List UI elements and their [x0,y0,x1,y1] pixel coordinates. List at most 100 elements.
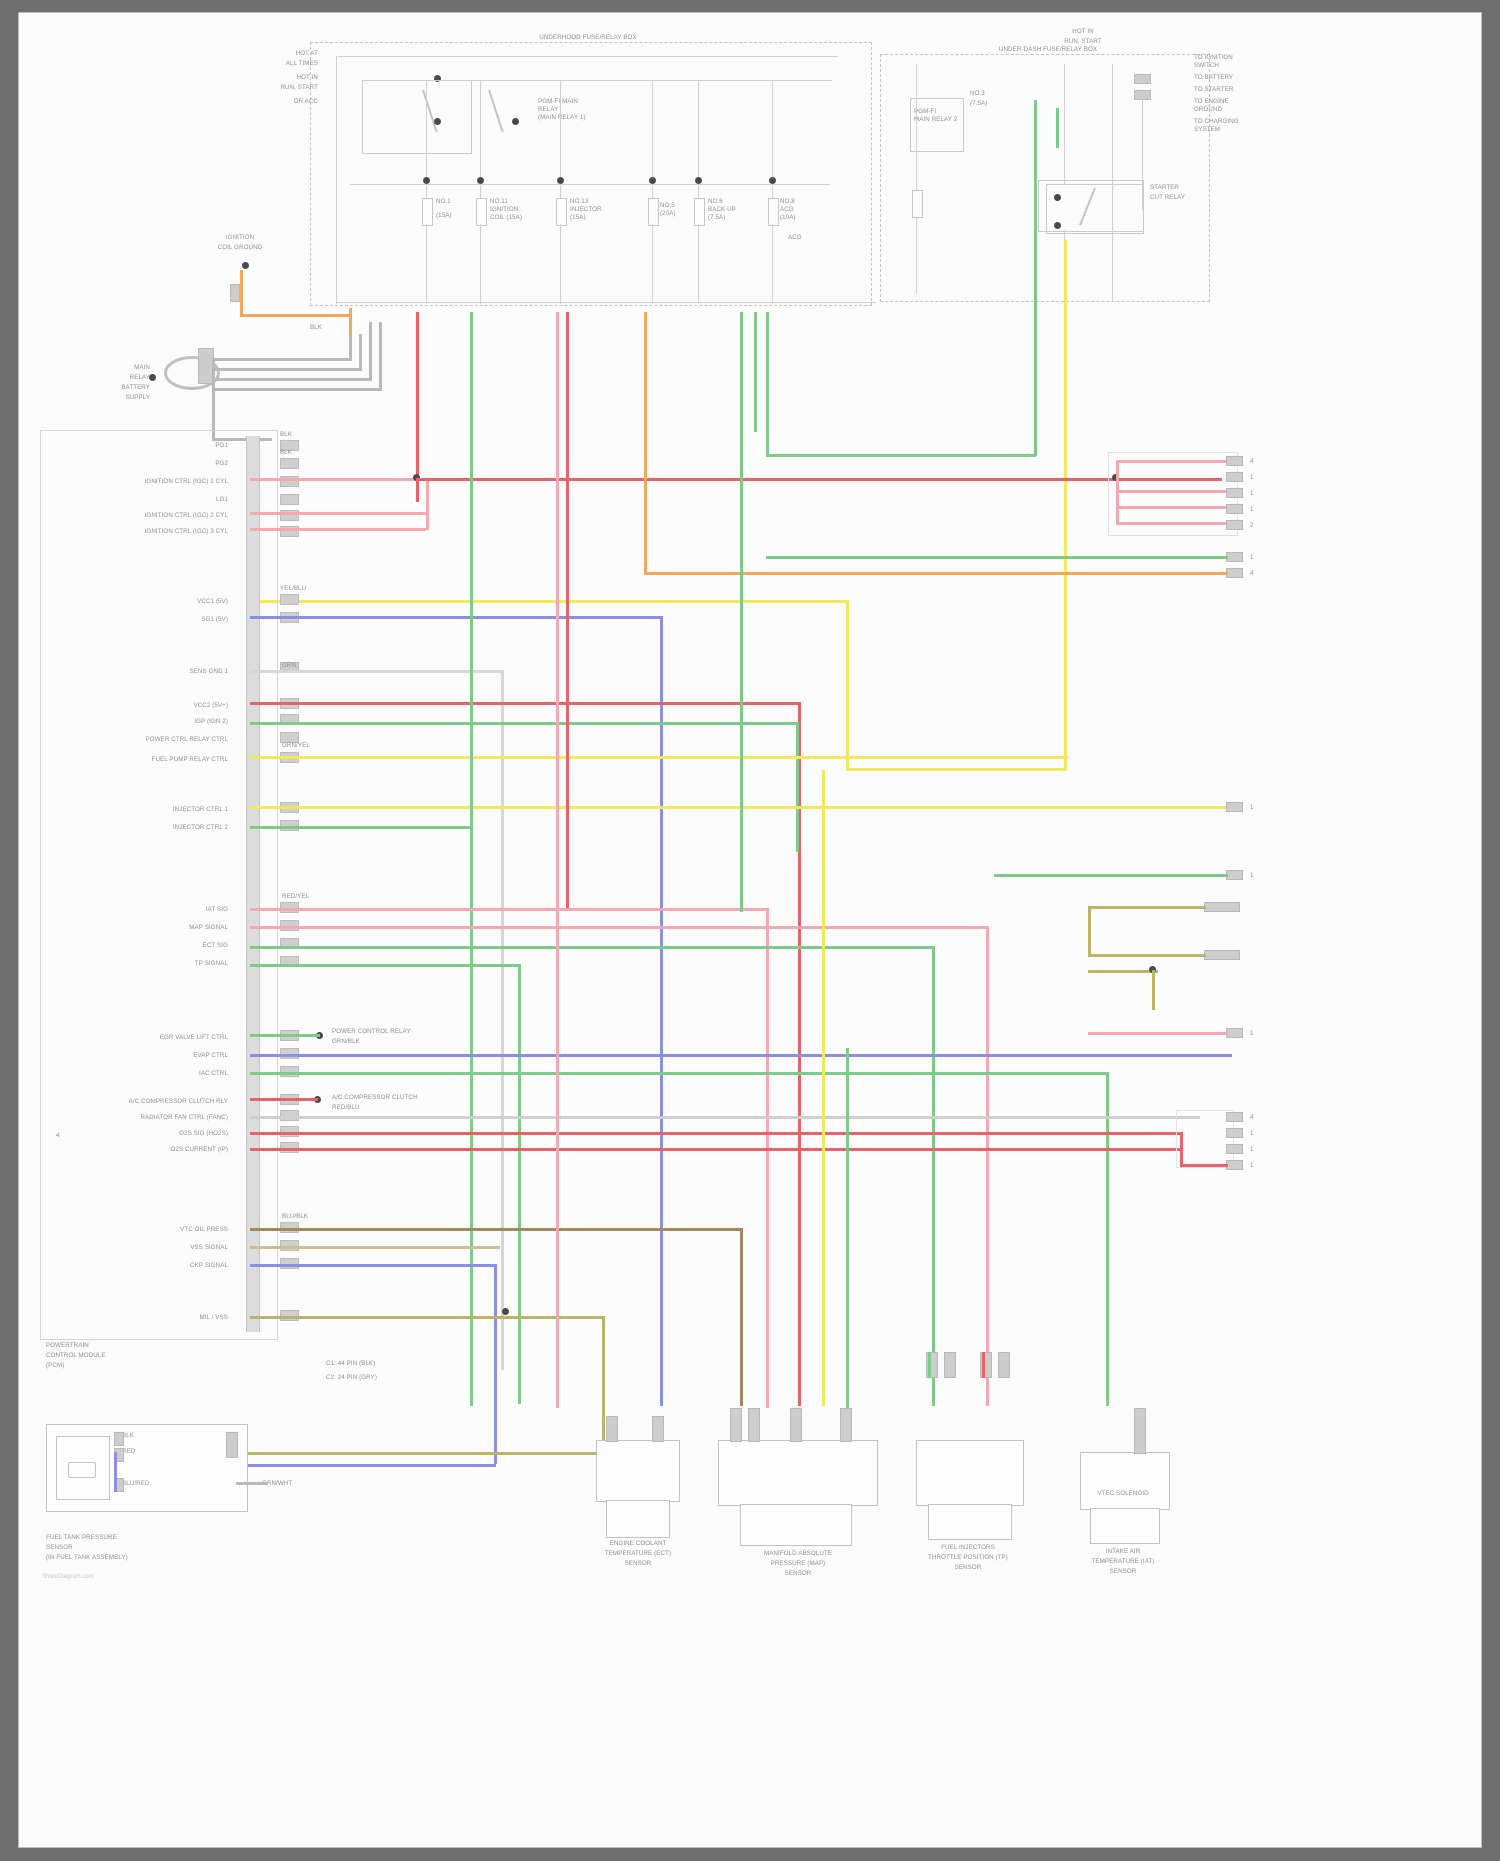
underhood-hot-label-4: RUN, START [280,84,318,91]
wire-green-igp-v [796,722,799,852]
right-pin-label-6: GROUND [1194,106,1223,113]
underdash-rail-left [916,64,917,294]
inline-label-power-control-relay: POWER CONTROL RELAY [332,1028,411,1035]
map-caption-2: PRESSURE (MAP) [770,1560,826,1567]
pcm-pin-block-5 [280,526,299,537]
wire-gnd-to-pcm [212,438,272,441]
pcm-pin-block-14 [280,820,299,831]
fuse-out-2 [480,224,481,304]
pcm-pin-label-5: IGNITION CTRL (IGC) 3 CYL [144,528,228,535]
fusebox-node-5 [695,177,702,184]
underhood-hot-label-5: OR ACC [293,98,318,105]
pcm-pin-label-20: EVAP CTRL [193,1052,228,1059]
pcm-pin-label-9: VCC2 (5V+) [193,702,228,709]
pcm-pin-label-21: IAC CTRL [199,1070,228,1077]
ect-caption-2: TEMPERATURE (ECT) [604,1550,672,1557]
wire-pink-right3 [1088,1032,1228,1035]
underdash-rail-mid [1064,64,1065,184]
wire-gray-fan [250,1116,1200,1119]
right-conn-term-4 [1226,504,1243,514]
right-conn-term-3 [1226,488,1243,498]
right-pin-label-5: TO ENGINE [1194,98,1229,105]
pcm-module-box [40,430,278,1340]
right-conn-num-5: 2 [1250,522,1254,529]
wire-red-ip [250,1148,1180,1151]
wire-green-ect [250,946,934,949]
injectors-caption-3: SENSOR [954,1564,982,1571]
fuse-4-label-2: (20A) [660,210,676,217]
right-conn-num-9: 1 [1250,872,1254,879]
map-term-3 [790,1408,802,1442]
pcm-pin-color-1: BLK [280,449,292,456]
fuse-feed-2 [480,80,481,198]
wire-green-igp [250,722,798,725]
pcm-pin-label-14: INJECTOR CTRL 2 [172,824,228,831]
underhood-hot-label-1: HOT AT [295,50,318,57]
wire-green-right2 [994,874,1228,877]
pcm-pin-color-11: GRN/YEL [282,742,310,749]
right-terminal-feed [1142,100,1143,210]
wire-red-coil [416,312,419,502]
pcm-connector-note-1: C1: 44 PIN (BLK) [326,1360,376,1367]
ignition-coil-ground-node [242,262,249,269]
wire-olive-mil-h2 [114,1452,604,1455]
pcm-caption-2: CONTROL MODULE [46,1352,106,1359]
fusebox-node-3 [557,177,564,184]
pcm-pin-block-16 [280,920,299,931]
fuse-feed-1 [426,80,427,198]
inline-label-ac-compressor-clutch-2: RED/BLU [332,1104,360,1111]
wire-gnd-down [212,390,215,440]
wire-gnd-up-1 [349,334,352,360]
fuse-out-5 [698,224,699,304]
battery-ground-node [149,374,156,381]
wire-pink-vert [426,478,429,530]
wire-red-term-1 [1116,460,1228,463]
pcm-pin-block-0 [280,440,299,451]
trunk-red-1 [566,312,569,908]
right-pin-label-8: SYSTEM [1194,126,1221,133]
right-conn-term-5 [1226,520,1243,530]
fuse-2-label-2: IGNITION [490,206,519,213]
pcm-pin-label-27: VSS SIGNAL [190,1244,228,1251]
fuel-tank-caption-2: SENSOR [46,1544,73,1551]
battery-ground-label-2: RELAY [129,374,150,381]
trunk-green-2 [740,312,743,912]
fuse-feed-6 [772,80,773,198]
wire-green-ect-v [932,946,935,1406]
vtec-inner-label: VTEC SOLENOID [1097,1490,1149,1497]
wire-orange-coil-gnd-h [240,314,352,317]
right-pin-label-3: TO BATTERY [1194,74,1234,81]
wire-gnd-up-4 [379,322,382,390]
right-pin-label-7: TO CHARGING [1194,118,1239,125]
trunk-green-3 [754,312,757,432]
wire-gnd-3 [212,378,372,381]
battery-ground-label-3: BATTERY [121,384,150,391]
fuel-tank-term-1 [226,1432,238,1458]
wire-olive-down-v [1152,970,1155,1010]
right-conn-num-8: 1 [1250,804,1254,811]
starter-relay-node-1 [1054,194,1061,201]
fuse-3 [556,198,567,226]
battery-ground-label-4: SUPPLY [125,394,150,401]
pcm-pin-label-3: LG1 [216,496,228,503]
pcm-connector-column [246,436,260,1332]
wire-blue-ckp-h2 [114,1464,496,1467]
wire-green-inj2 [250,826,472,829]
wire-pink-map-v [986,926,989,1406]
pcm-pin-label-2: IGNITION CTRL (IGC) 1 CYL [144,478,228,485]
wire-gnd-up-3 [369,322,372,380]
wire-orange-coil-gnd-v2 [349,308,352,334]
red-bus-node [1112,474,1119,481]
pcm-pin-label-13: INJECTOR CTRL 1 [172,806,228,813]
pcm-pin-label-0: PG1 [215,442,228,449]
right-conn-num-2: 1 [1250,474,1254,481]
fuse-out-6 [772,224,773,304]
fuse-feed-4 [652,80,653,198]
wire-green-right [766,556,1228,559]
component-body-map [740,1504,852,1546]
fuel-tank-pin-2: RED [122,1448,136,1455]
underhood-hot-label-3: HOT IN [296,74,318,81]
injector-term-2 [944,1352,956,1378]
watermark: ShareDiagram.com [42,1574,94,1580]
wire-red-term-2 [1116,490,1228,493]
